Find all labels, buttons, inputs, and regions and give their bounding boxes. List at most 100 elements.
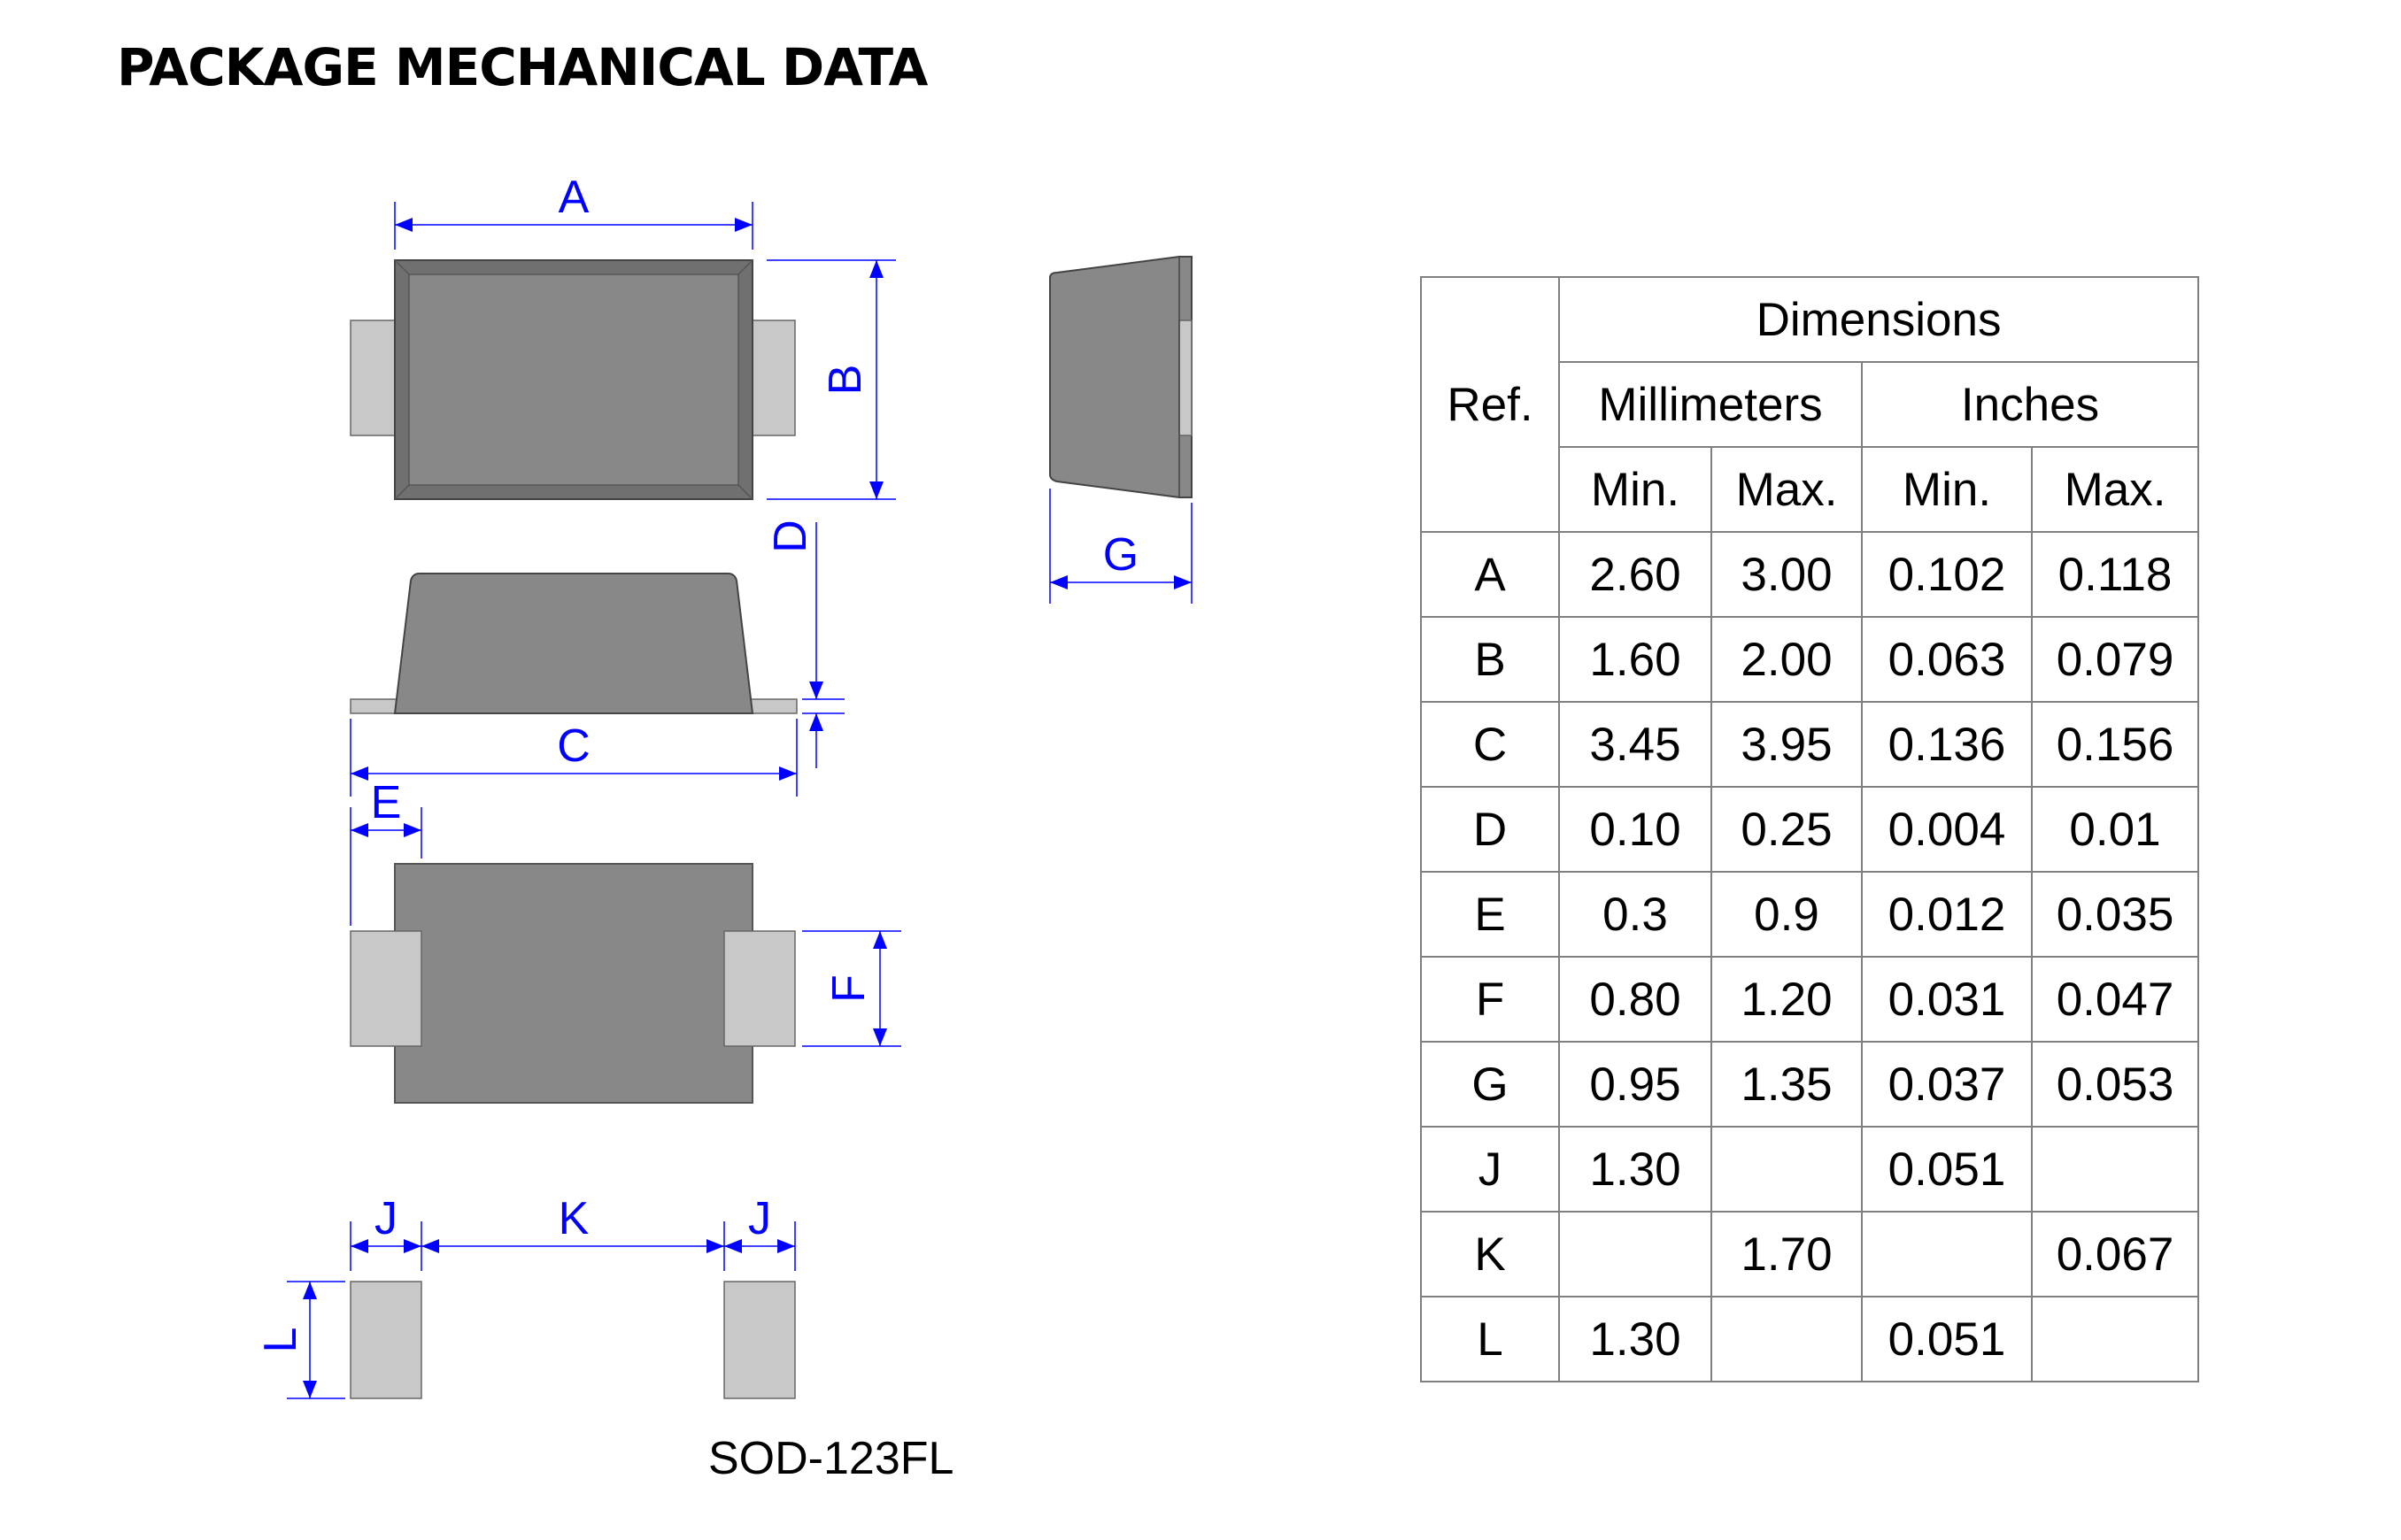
footprint-left-pad (350, 1281, 422, 1399)
value-cell-in-min: 0.102 (1861, 531, 2033, 618)
value-cell-mm-min: 2.60 (1558, 531, 1712, 618)
value-cell-in-max: 0.053 (2030, 1041, 2200, 1128)
dimension-e: E (350, 777, 422, 926)
value-cell-mm-max: 3.95 (1710, 701, 1863, 788)
bottom-view-body (394, 863, 753, 1104)
end-view-body (1049, 256, 1193, 498)
value-cell-in-min: 0.136 (1861, 701, 2033, 788)
value-cell-in-max (2030, 1296, 2200, 1382)
dimension-d: D (765, 520, 845, 768)
value-cell-mm-min: 0.10 (1558, 786, 1712, 873)
value-cell-mm-min: 1.60 (1558, 616, 1712, 703)
dimension-k: K (421, 1193, 725, 1271)
package-name: SOD-123FL (708, 1433, 954, 1484)
ref-cell: C (1420, 701, 1560, 788)
table-row: F 0.80 1.20 0.031 0.047 (1420, 956, 2200, 1043)
value-cell-mm-min (1558, 1211, 1712, 1297)
dimension-label-j-left: J (374, 1193, 398, 1244)
end-view-lead (1178, 320, 1193, 436)
dimension-label-k: K (559, 1193, 590, 1244)
ref-cell: J (1420, 1126, 1560, 1213)
bottom-view (350, 863, 796, 1104)
dimensions-header: Dimensions (1557, 276, 2200, 363)
value-cell-mm-max: 0.9 (1710, 871, 1863, 958)
value-cell-mm-min: 1.30 (1558, 1126, 1712, 1213)
ref-cell: B (1420, 616, 1560, 703)
table-row: J 1.30 0.051 (1420, 1126, 2200, 1213)
in-min-header: Min. (1861, 446, 2033, 533)
value-cell-in-max: 0.01 (2030, 786, 2200, 873)
ref-cell: K (1420, 1211, 1560, 1297)
value-cell-in-min: 0.031 (1861, 956, 2033, 1043)
value-cell-in-max: 0.047 (2030, 956, 2200, 1043)
table-row: C 3.45 3.95 0.136 0.156 (1420, 701, 2200, 788)
table-row: E 0.3 0.9 0.012 0.035 (1420, 871, 2200, 958)
table-row: L 1.30 0.051 (1420, 1296, 2200, 1382)
value-cell-in-min: 0.051 (1861, 1296, 2033, 1382)
value-cell-mm-max: 1.70 (1710, 1211, 1863, 1297)
dimension-label-g: G (1103, 529, 1139, 581)
dimension-label-a: A (559, 172, 590, 223)
value-cell-in-min: 0.012 (1861, 871, 2033, 958)
value-cell-mm-max (1710, 1126, 1863, 1213)
dimensions-table: Ref. Dimensions Millimeters Inches Min. … (1420, 276, 2200, 1382)
top-view-body-top-face (408, 273, 739, 486)
table-row: B 1.60 2.00 0.063 0.079 (1420, 616, 2200, 703)
dimension-b: B (767, 259, 896, 500)
dimension-l: L (255, 1281, 345, 1399)
value-cell-mm-min: 1.30 (1558, 1296, 1712, 1382)
top-view (350, 259, 796, 500)
value-cell-mm-max: 0.25 (1710, 786, 1863, 873)
mm-min-header: Min. (1558, 446, 1712, 533)
mm-max-header: Max. (1710, 446, 1863, 533)
value-cell-in-max: 0.035 (2030, 871, 2200, 958)
value-cell-in-min: 0.037 (1861, 1041, 2033, 1128)
value-cell-mm-max: 1.20 (1710, 956, 1863, 1043)
value-cell-mm-min: 0.3 (1558, 871, 1712, 958)
in-max-header: Max. (2030, 446, 2200, 533)
value-cell-mm-min: 0.80 (1558, 956, 1712, 1043)
dimension-f: F (802, 930, 901, 1047)
ref-cell: F (1420, 956, 1560, 1043)
dimension-j-right: J (724, 1193, 796, 1271)
value-cell-in-min (1861, 1211, 2033, 1297)
dimension-label-b: B (820, 365, 871, 396)
table-row: D 0.10 0.25 0.004 0.01 (1420, 786, 2200, 873)
top-view-left-lead (350, 320, 398, 436)
bottom-view-left-lead (350, 930, 422, 1047)
page-title: PACKAGE MECHANICAL DATA (117, 37, 928, 97)
value-cell-in-min: 0.051 (1861, 1126, 2033, 1213)
footprint (350, 1281, 796, 1399)
dimension-label-d: D (765, 520, 816, 553)
side-view (350, 573, 798, 714)
dimension-j-left: J (350, 1193, 422, 1271)
value-cell-in-max (2030, 1126, 2200, 1213)
value-cell-mm-min: 3.45 (1558, 701, 1712, 788)
side-view-body (393, 573, 754, 714)
ref-cell: D (1420, 786, 1560, 873)
value-cell-mm-max: 1.35 (1710, 1041, 1863, 1128)
dimension-a: A (394, 172, 753, 250)
dimension-c: C (350, 719, 798, 797)
millimeters-header: Millimeters (1558, 361, 1863, 448)
value-cell-in-max: 0.079 (2030, 616, 2200, 703)
value-cell-in-min: 0.063 (1861, 616, 2033, 703)
ref-header: Ref. (1420, 276, 1560, 533)
inches-header: Inches (1860, 361, 2200, 448)
dimension-label-j-right: J (748, 1193, 771, 1244)
ref-cell: A (1420, 531, 1560, 618)
bottom-view-right-lead (723, 930, 796, 1047)
dimensions-table-body: A 2.60 3.00 0.102 0.118 B 1.60 2.00 0.063 0.079 C 3… (1420, 531, 2200, 1382)
ref-cell: E (1420, 871, 1560, 958)
table-row: G 0.95 1.35 0.037 0.053 (1420, 1041, 2200, 1128)
value-cell-in-max: 0.118 (2030, 531, 2200, 618)
value-cell-in-min: 0.004 (1861, 786, 2033, 873)
table-row: A 2.60 3.00 0.102 0.118 (1420, 531, 2200, 618)
dimension-label-e: E (371, 777, 402, 828)
value-cell-mm-max: 2.00 (1710, 616, 1863, 703)
top-view-right-lead (748, 320, 796, 436)
dimension-g: G (1049, 489, 1193, 604)
table-row: K 1.70 0.067 (1420, 1211, 2200, 1297)
value-cell-in-max: 0.067 (2030, 1211, 2200, 1297)
